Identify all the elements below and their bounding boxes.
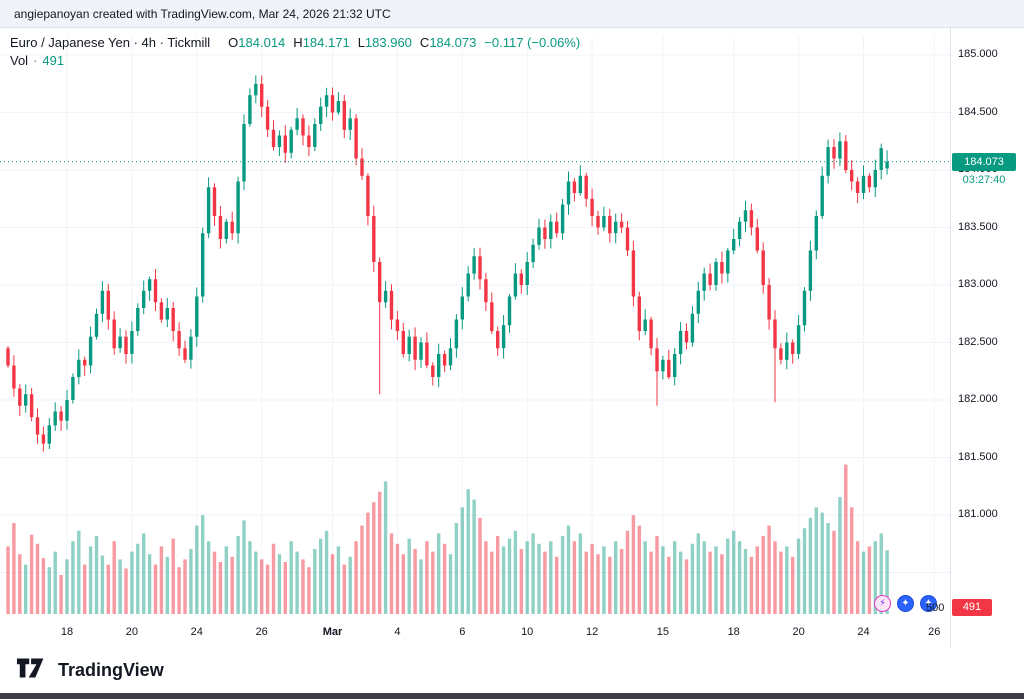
price-axis-label: 182.000 (958, 393, 998, 405)
time-axis-label: 24 (857, 626, 870, 638)
ohlc-value: 184.073 (429, 35, 477, 50)
price-axis-label: 183.000 (958, 278, 998, 290)
price-axis-label: 181.000 (958, 508, 998, 520)
bot-icon-1[interactable]: ✦ (897, 595, 914, 612)
attribution-bar: angiepanoyan created with TradingView.co… (0, 0, 1024, 28)
price-axis-label: 184.500 (958, 105, 998, 118)
ohlc-value: 184.014 (238, 35, 286, 50)
time-axis-label: 18 (60, 626, 74, 638)
volume-bars (6, 464, 889, 614)
volume-badge: 491 (952, 599, 992, 616)
ohlc-value: 183.960 (364, 35, 412, 50)
time-axis[interactable]: 18 20 24 26 Mar 4 6 10 12 15 18 20 24 26 (0, 622, 950, 646)
bar-countdown: 03:27:40 (962, 173, 1006, 186)
legend-row-symbol: Euro / Japanese Yen · 4h · Tickmill O184.… (10, 34, 580, 52)
price-axis-label: 181.500 (958, 450, 998, 463)
last-price-badge: 184.073 (952, 152, 1016, 171)
symbol-title[interactable]: Euro / Japanese Yen · 4h · Tickmill (10, 35, 211, 50)
time-axis-label: 20 (792, 626, 805, 638)
time-axis-label: 12 (585, 626, 599, 638)
time-axis-label: 20 (125, 626, 139, 638)
time-axis-label: 10 (521, 626, 534, 638)
price-axis-label: 183.500 (958, 220, 998, 233)
chart-legend: Euro / Japanese Yen · 4h · Tickmill O184.… (10, 34, 580, 70)
attribution-text: angiepanoyan created with TradingView.co… (14, 6, 391, 21)
change-value: −0.117 (−0.06%) (484, 35, 581, 50)
footer: TradingView (0, 648, 1024, 693)
price-axis[interactable]: 185.000184.500184.000183.500183.000182.5… (950, 28, 1024, 648)
volume-separator: · (33, 53, 38, 68)
ohlc-label: H (293, 35, 303, 50)
legend-row-volume: Vol · 491 (10, 52, 580, 70)
ohlc-label: O (228, 35, 239, 50)
ohlc-value: 184.171 (302, 35, 350, 50)
ohlc-label: C (419, 35, 430, 50)
time-axis-label: 26 (928, 626, 941, 638)
volume-label: Vol (10, 53, 29, 68)
candlestick-chart[interactable] (0, 28, 950, 620)
price-axis-label: 185.000 (958, 48, 998, 60)
chart-pane[interactable]: Euro / Japanese Yen · 4h · Tickmill O184.… (0, 28, 950, 648)
quick-action-icons: ⚡ ✦ ✦ (874, 595, 937, 612)
bottom-border-bar (0, 693, 1024, 699)
tradingview-logo-text[interactable]: TradingView (58, 660, 164, 680)
time-axis-label: 15 (656, 626, 670, 638)
price-axis-label: 182.500 (958, 335, 998, 348)
bot-icon-2[interactable]: ✦ (920, 595, 937, 612)
lightning-icon[interactable]: ⚡ (874, 595, 891, 612)
time-axis-label: 18 (727, 626, 740, 638)
candles (6, 75, 889, 452)
ohlc-label: L (357, 35, 365, 50)
time-axis-label: Mar (322, 626, 343, 638)
time-axis-label: 6 (459, 626, 466, 638)
tradingview-logo-icon[interactable] (16, 654, 50, 687)
volume-value: 491 (42, 53, 65, 68)
partial-price-label: 500 (926, 602, 945, 614)
ohlc-values: O184.014 H184.171 L183.960 C184.073 (220, 35, 476, 50)
time-axis-label: 4 (394, 626, 401, 638)
time-axis-label: 26 (255, 626, 268, 638)
time-axis-label: 24 (190, 626, 203, 638)
